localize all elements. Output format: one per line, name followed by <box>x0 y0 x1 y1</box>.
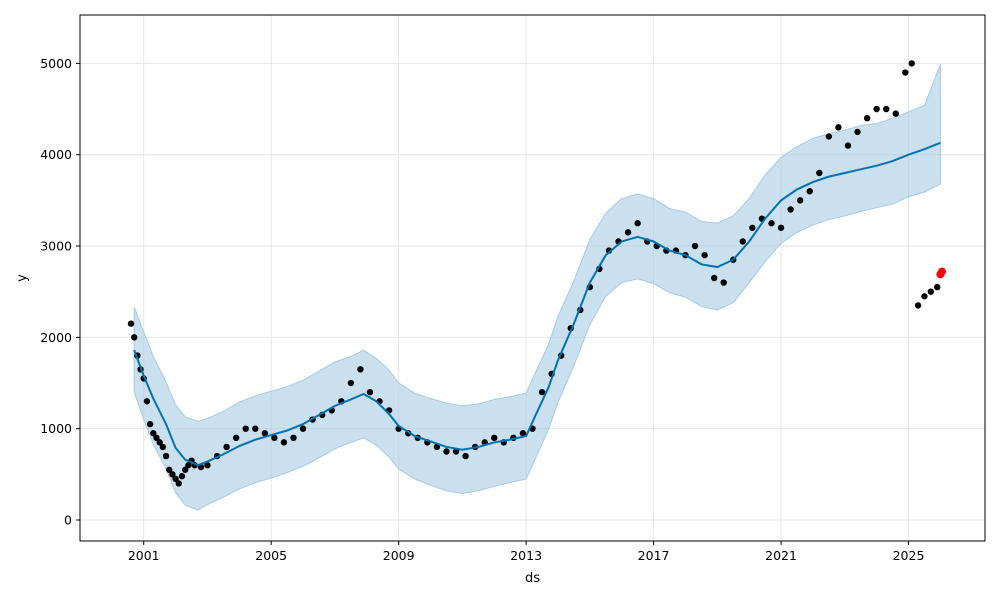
observed-point <box>181 466 189 473</box>
forecast-line-layer <box>133 141 941 467</box>
observed-point <box>749 224 756 231</box>
observed-point <box>883 105 890 113</box>
observed-point <box>357 366 364 373</box>
x-tick-label: 2013 <box>510 548 542 563</box>
y-tick-label: 4000 <box>40 147 72 162</box>
observed-points-layer <box>127 60 941 487</box>
uncertainty-band-layer <box>133 64 941 511</box>
observed-point <box>462 452 469 460</box>
observed-point <box>252 425 259 432</box>
observed-point <box>159 443 167 451</box>
observed-point <box>153 434 160 442</box>
observed-point <box>204 462 211 469</box>
observed-point <box>491 434 498 442</box>
observed-point <box>914 302 922 309</box>
observed-point <box>902 69 909 76</box>
y-tick-label: 2000 <box>40 330 72 345</box>
observed-point <box>927 288 935 295</box>
observed-point <box>934 283 941 291</box>
observed-point <box>130 334 138 341</box>
y-tick-label: 0 <box>64 512 72 527</box>
observed-point <box>156 439 163 446</box>
y-axis-ticks: 0 1000 2000 3000 4000 5000 <box>40 56 80 527</box>
observed-point <box>777 224 785 231</box>
observed-point <box>166 466 173 473</box>
y-axis-label: y <box>15 274 30 282</box>
observed-point <box>892 110 899 117</box>
x-tick-label: 2025 <box>893 548 925 563</box>
uncertainty-band <box>133 64 941 511</box>
observed-point <box>835 124 842 131</box>
highlight-points-layer <box>936 267 946 279</box>
observed-point <box>816 169 823 177</box>
y-tick-label: 1000 <box>40 421 72 436</box>
observed-point <box>691 242 699 250</box>
x-tick-label: 2001 <box>128 548 160 563</box>
observed-point <box>452 448 460 455</box>
observed-point <box>150 430 157 437</box>
observed-point <box>299 425 307 432</box>
observed-point <box>232 434 240 442</box>
observed-point <box>169 471 176 478</box>
observed-point <box>710 274 718 282</box>
forecast-line <box>133 141 941 467</box>
observed-point <box>347 379 355 387</box>
observed-point <box>873 105 880 113</box>
observed-point <box>854 128 861 136</box>
observed-point <box>634 220 641 227</box>
x-tick-label: 2005 <box>255 548 287 563</box>
observed-point <box>701 251 708 259</box>
x-tick-label: 2009 <box>383 548 415 563</box>
observed-point <box>443 448 450 455</box>
x-axis-ticks: 2001 2005 2009 2013 2017 2021 2025 <box>128 541 925 563</box>
observed-point <box>519 430 527 437</box>
observed-point <box>172 475 179 483</box>
observed-point <box>175 480 182 487</box>
observed-point <box>720 279 727 286</box>
observed-point <box>290 434 297 442</box>
x-tick-label: 2021 <box>765 548 797 563</box>
observed-point <box>538 388 546 396</box>
highlight-point <box>937 267 946 276</box>
observed-point <box>162 452 170 460</box>
observed-point <box>863 114 871 122</box>
observed-point <box>280 439 288 446</box>
y-tick-label: 5000 <box>40 56 72 71</box>
x-tick-label: 2017 <box>638 548 670 563</box>
observed-point <box>825 133 833 140</box>
observed-point <box>178 472 186 480</box>
observed-point <box>787 206 794 213</box>
plot-frame <box>79 14 986 542</box>
observed-point <box>844 142 852 149</box>
observed-point <box>921 293 928 300</box>
observed-point <box>806 188 813 195</box>
observed-point <box>624 229 632 236</box>
observed-point <box>223 443 230 451</box>
observed-point <box>127 320 135 327</box>
x-axis-label: ds <box>525 571 540 586</box>
observed-point <box>271 434 278 442</box>
observed-point <box>433 443 441 451</box>
observed-point <box>185 462 192 469</box>
observed-point <box>908 60 915 67</box>
y-tick-label: 3000 <box>40 239 72 254</box>
observed-point <box>366 388 374 396</box>
observed-point <box>146 420 154 428</box>
observed-point <box>261 430 269 437</box>
observed-point <box>768 220 775 227</box>
observed-point <box>796 197 804 204</box>
observed-point <box>143 398 151 405</box>
observed-point <box>242 425 249 432</box>
observed-point <box>739 238 747 245</box>
